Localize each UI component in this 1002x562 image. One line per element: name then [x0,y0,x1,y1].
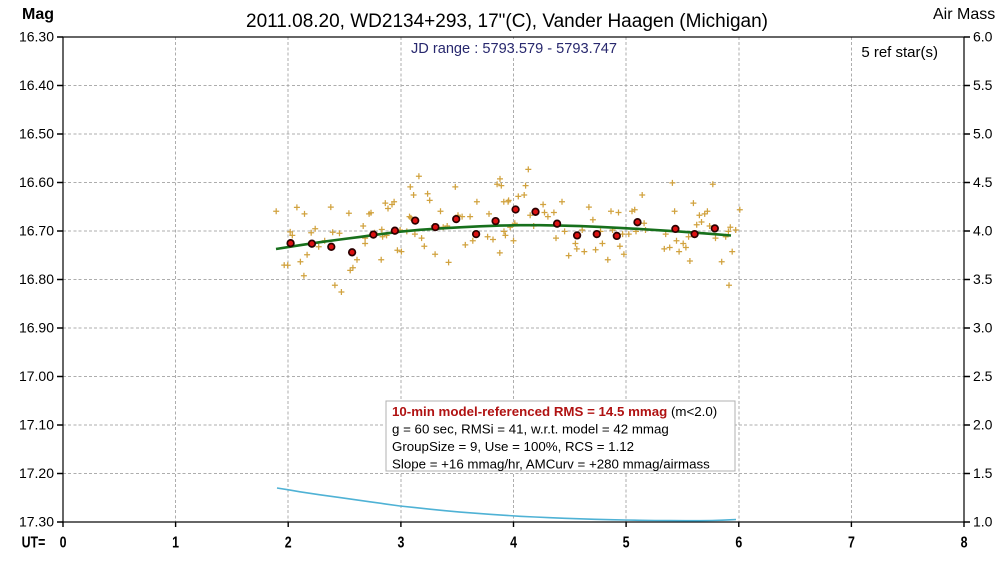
svg-text:17.00: 17.00 [19,368,54,384]
svg-text:Air Mass: Air Mass [933,6,995,23]
svg-text:16.50: 16.50 [19,126,54,142]
svg-text:4.5: 4.5 [973,174,993,190]
svg-text:5.5: 5.5 [973,77,993,93]
svg-text:2.5: 2.5 [973,368,993,384]
svg-text:4.0: 4.0 [973,223,993,239]
svg-text:3: 3 [397,533,404,551]
svg-text:16.30: 16.30 [19,29,54,45]
svg-text:17.30: 17.30 [19,514,54,530]
svg-text:16.80: 16.80 [19,271,54,287]
svg-text:5.0: 5.0 [973,126,993,142]
svg-text:2: 2 [285,533,292,551]
svg-text:10-min model-referenced RMS =: 10-min model-referenced RMS = 14.5 mmag … [392,404,717,419]
svg-text:6: 6 [735,533,742,551]
svg-text:1.5: 1.5 [973,465,993,481]
svg-text:5 ref star(s): 5 ref star(s) [861,44,938,61]
svg-text:7: 7 [848,533,855,551]
svg-text:16.90: 16.90 [19,320,54,336]
svg-text:2011.08.20, WD2134+293, 17"(C): 2011.08.20, WD2134+293, 17"(C), Vander H… [246,11,768,32]
svg-text:Mag: Mag [22,6,54,23]
svg-text:6.0: 6.0 [973,29,993,45]
svg-text:GroupSize = 9, Use = 100%, RCS: GroupSize = 9, Use = 100%, RCS = 1.12 [392,439,634,454]
svg-text:16.70: 16.70 [19,223,54,239]
svg-text:17.10: 17.10 [19,417,54,433]
svg-text:5: 5 [623,533,630,551]
svg-text:4: 4 [510,533,517,551]
svg-text:0: 0 [60,533,67,551]
svg-text:8: 8 [961,533,968,551]
svg-text:3.5: 3.5 [973,271,993,287]
svg-text:16.60: 16.60 [19,174,54,190]
svg-text:2.0: 2.0 [973,417,993,433]
svg-text:1.0: 1.0 [973,514,993,530]
svg-text:Slope = +16 mmag/hr, AMCurv =: Slope = +16 mmag/hr, AMCurv = +280 mmag/… [392,457,710,472]
svg-text:1: 1 [172,533,179,551]
svg-text:3.0: 3.0 [973,320,993,336]
svg-text:17.20: 17.20 [19,465,54,481]
svg-text:16.40: 16.40 [19,77,54,93]
svg-text:JD range : 5793.579 - 5793.747: JD range : 5793.579 - 5793.747 [411,41,617,57]
svg-text:UT=: UT= [22,533,46,551]
svg-text:g = 60 sec, RMSi = 41, w.r.t.: g = 60 sec, RMSi = 41, w.r.t. model = 42… [392,422,669,437]
